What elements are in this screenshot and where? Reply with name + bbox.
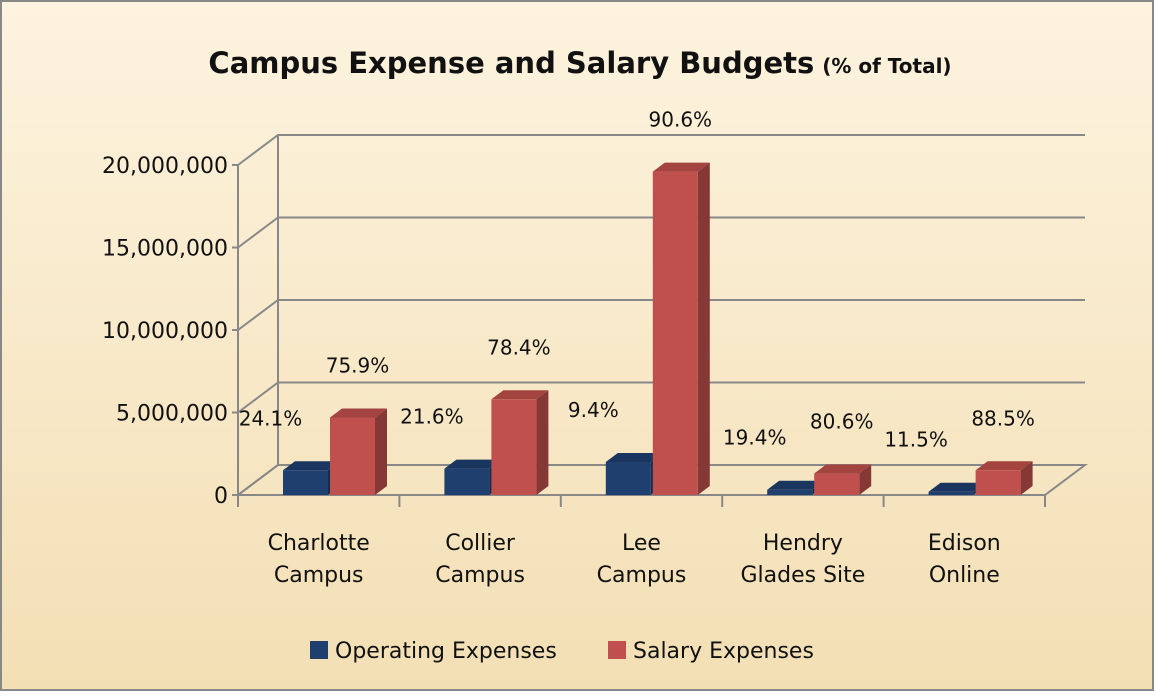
- x-tick-label: Edison: [928, 531, 1001, 556]
- bar-side: [697, 162, 710, 495]
- x-tick-label: Campus: [435, 563, 525, 588]
- y-tick-label: 20,000,000: [102, 154, 228, 179]
- grid-line: [237, 381, 1085, 414]
- bar: [767, 489, 813, 495]
- legend-label: Salary Expenses: [633, 639, 814, 664]
- bar-top: [975, 461, 1033, 471]
- data-label: 21.6%: [400, 405, 464, 429]
- bar-top: [814, 464, 872, 474]
- bar: [605, 462, 651, 495]
- bar-top: [928, 482, 986, 492]
- data-label: 24.1%: [239, 406, 303, 430]
- grid-line: [237, 299, 1085, 331]
- bar: [975, 470, 1021, 495]
- title-suffix: (% of Total): [822, 54, 951, 78]
- data-label: 75.9%: [326, 353, 390, 377]
- data-label: 90.6%: [649, 108, 713, 132]
- x-tick-label: Campus: [274, 563, 364, 588]
- x-tick-label: Campus: [597, 563, 687, 588]
- bar-side: [859, 464, 872, 495]
- bar: [652, 171, 698, 495]
- data-label: 9.4%: [568, 398, 619, 422]
- bar-top: [444, 459, 502, 469]
- data-label: 19.4%: [723, 426, 787, 450]
- bar-side: [1020, 461, 1033, 495]
- data-label: 88.5%: [971, 406, 1035, 430]
- bar: [928, 491, 974, 495]
- grid-line: [237, 216, 1085, 249]
- legend-label: Operating Expenses: [335, 639, 557, 664]
- bar: [814, 473, 860, 495]
- data-label: 78.4%: [487, 335, 551, 359]
- bar: [330, 417, 375, 495]
- bar-side: [536, 390, 549, 495]
- grid-line: [237, 464, 1085, 496]
- grid-line: [237, 134, 1085, 166]
- bar-top: [767, 480, 825, 490]
- legend-swatch: [310, 641, 328, 659]
- y-tick-label: 10,000,000: [102, 319, 228, 344]
- legend-swatch: [608, 641, 626, 659]
- y-tick-label: 5,000,000: [116, 402, 228, 427]
- bar: [283, 470, 328, 495]
- bar-side: [375, 408, 387, 495]
- bar-top: [283, 461, 340, 471]
- bar-top: [605, 453, 663, 462]
- x-tick-label: Online: [929, 563, 1000, 588]
- x-tick-label: Hendry: [763, 531, 843, 556]
- title-main: Campus Expense and Salary Budgets: [208, 46, 814, 80]
- x-tick-label: Charlotte: [268, 531, 370, 556]
- bar-top: [652, 162, 710, 172]
- bar: [444, 468, 490, 495]
- x-tick-label: Collier: [445, 531, 516, 556]
- x-tick-label: Glades Site: [740, 563, 865, 588]
- x-tick-label: Lee: [622, 531, 661, 556]
- bar-top: [330, 408, 387, 418]
- y-tick-label: 15,000,000: [102, 237, 228, 262]
- data-label: 80.6%: [810, 410, 874, 434]
- bar: [491, 399, 537, 495]
- bar-top: [491, 390, 549, 400]
- chart-title: Campus Expense and Salary Budgets (% of T…: [208, 46, 951, 80]
- y-tick-label: 0: [214, 484, 228, 509]
- data-label: 11.5%: [884, 428, 948, 452]
